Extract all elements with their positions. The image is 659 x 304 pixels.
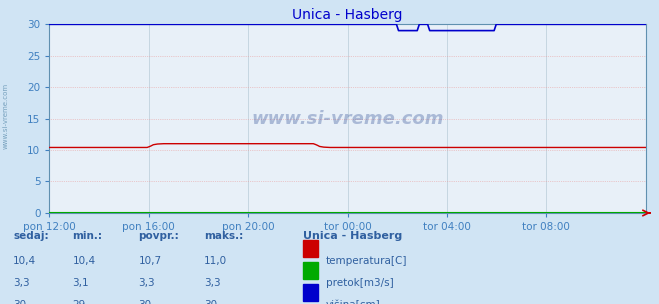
Title: Unica - Hasberg: Unica - Hasberg <box>293 8 403 22</box>
Text: temperatura[C]: temperatura[C] <box>326 255 407 265</box>
Text: 30: 30 <box>204 300 217 304</box>
Text: 11,0: 11,0 <box>204 255 227 265</box>
Text: povpr.:: povpr.: <box>138 231 179 241</box>
Text: 10,4: 10,4 <box>72 255 96 265</box>
Text: višina[cm]: višina[cm] <box>326 300 380 304</box>
Text: 3,3: 3,3 <box>138 278 155 288</box>
Text: pretok[m3/s]: pretok[m3/s] <box>326 278 393 288</box>
Text: 30: 30 <box>13 300 26 304</box>
Text: Unica - Hasberg: Unica - Hasberg <box>303 231 403 241</box>
Text: sedaj:: sedaj: <box>13 231 49 241</box>
Text: 3,3: 3,3 <box>13 278 30 288</box>
Text: 3,3: 3,3 <box>204 278 221 288</box>
Bar <box>303 240 318 257</box>
Text: 30: 30 <box>138 300 152 304</box>
Text: maks.:: maks.: <box>204 231 244 241</box>
Bar <box>303 284 318 301</box>
Text: www.si-vreme.com: www.si-vreme.com <box>2 82 9 149</box>
Text: 29: 29 <box>72 300 86 304</box>
Bar <box>303 262 318 279</box>
Text: www.si-vreme.com: www.si-vreme.com <box>251 109 444 128</box>
Text: 10,7: 10,7 <box>138 255 161 265</box>
Text: 3,1: 3,1 <box>72 278 89 288</box>
Text: min.:: min.: <box>72 231 103 241</box>
Text: 10,4: 10,4 <box>13 255 36 265</box>
